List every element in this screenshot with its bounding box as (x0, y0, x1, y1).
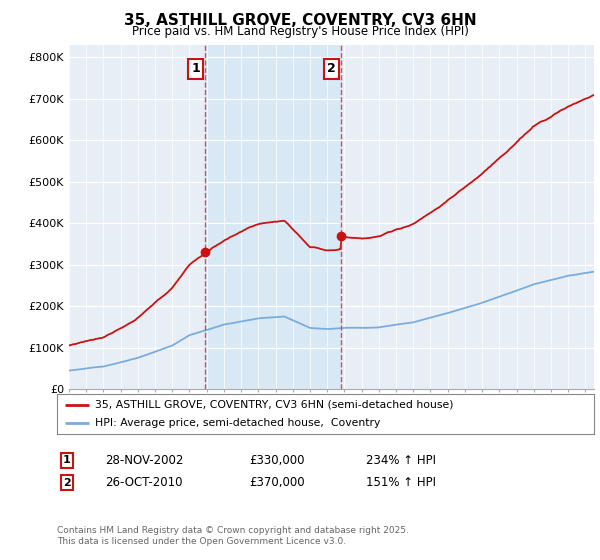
Text: 28-NOV-2002: 28-NOV-2002 (105, 454, 184, 467)
Text: 2: 2 (328, 62, 336, 76)
Text: 26-OCT-2010: 26-OCT-2010 (105, 476, 182, 489)
Text: Contains HM Land Registry data © Crown copyright and database right 2025.
This d: Contains HM Land Registry data © Crown c… (57, 526, 409, 546)
Bar (205, 45, 341, 389)
Text: £370,000: £370,000 (249, 476, 305, 489)
Text: 2: 2 (63, 478, 71, 488)
Text: 35, ASTHILL GROVE, COVENTRY, CV3 6HN: 35, ASTHILL GROVE, COVENTRY, CV3 6HN (124, 13, 476, 28)
Text: Price paid vs. HM Land Registry's House Price Index (HPI): Price paid vs. HM Land Registry's House … (131, 25, 469, 38)
Text: 1: 1 (63, 455, 71, 465)
Text: £330,000: £330,000 (249, 454, 305, 467)
Text: 35, ASTHILL GROVE, COVENTRY, CV3 6HN (semi-detached house): 35, ASTHILL GROVE, COVENTRY, CV3 6HN (se… (95, 400, 453, 409)
Text: 234% ↑ HPI: 234% ↑ HPI (366, 454, 436, 467)
Text: 1: 1 (191, 62, 200, 76)
Text: 151% ↑ HPI: 151% ↑ HPI (366, 476, 436, 489)
Text: HPI: Average price, semi-detached house,  Coventry: HPI: Average price, semi-detached house,… (95, 418, 380, 428)
